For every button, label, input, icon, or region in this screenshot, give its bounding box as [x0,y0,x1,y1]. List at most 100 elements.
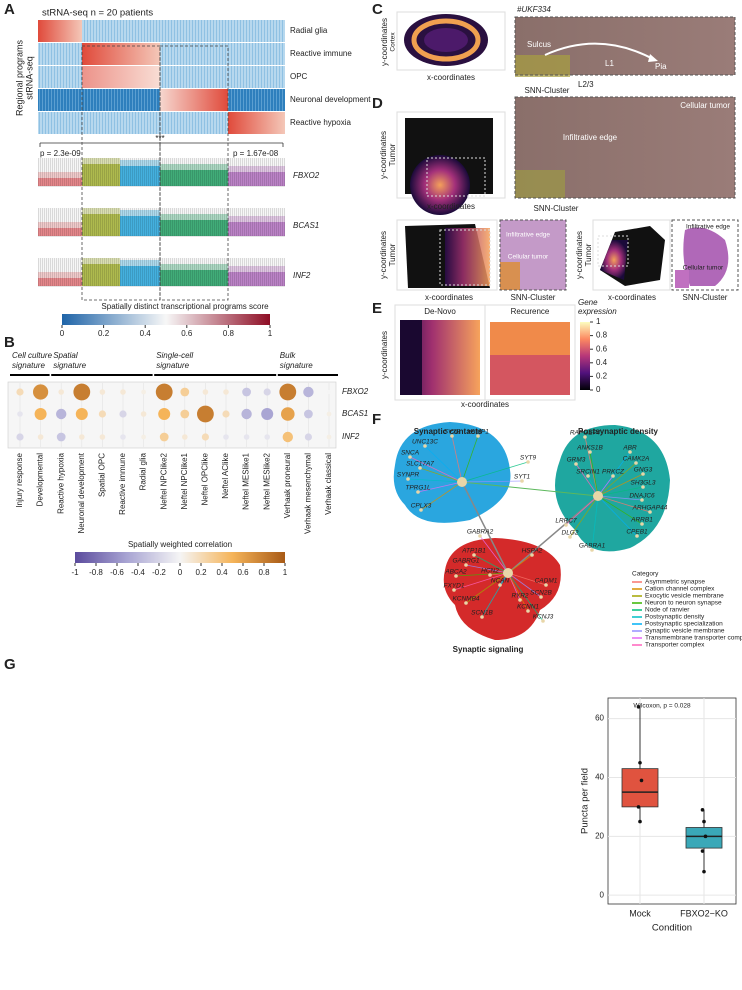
row-label: BCAS1 [342,409,368,418]
heat-cell [160,66,228,88]
y-tick-label: 60 [595,714,604,723]
node [408,455,412,459]
x-label: SNN-Cluster [534,204,579,213]
colorbar-tick-label: 0.2 [195,568,207,577]
heatmap: Radial glia Reactive immune OPC Neuronal de… [38,20,371,134]
hub [457,477,467,487]
dot [120,389,126,395]
gene-label: CADM1 [535,578,558,585]
node [530,553,534,557]
annotation: Infiltrative edge [686,224,730,231]
dot [180,409,190,419]
heat-cell [160,89,228,111]
node [634,461,638,465]
colorbar-tick-label: -0.6 [110,568,124,577]
colorbar-tick-label: -0.4 [131,568,145,577]
group-label: signature [156,361,189,370]
colorbar-tick-label: 0.8 [258,568,270,577]
dot [16,388,24,396]
colorbar-tick-label: 0.4 [596,358,608,367]
gene-label: DLG2 [562,530,579,537]
point [700,849,705,853]
dot [303,386,314,398]
row-label: Radial glia [290,26,328,35]
edge [507,572,547,586]
dot [197,405,214,423]
edge [419,467,463,483]
box-plot: 0 20 40 60 Mock FBXO2−KO Wilcoxon, p = 0.028 Co… [580,697,737,934]
dot [141,389,147,395]
colorbar-title: Gene [578,298,598,307]
node [583,435,587,439]
y-tick-label: 20 [595,831,604,840]
heat-cell [82,89,160,111]
dot [182,434,188,440]
legend-label: Exocytic vesicle membrane [645,593,724,600]
edge [451,435,463,483]
heat-cell [228,112,285,134]
node [574,462,578,466]
heat-cell [82,112,160,134]
legend-label: Cation channel complex [645,586,715,593]
gene-label: KCNN1 [517,604,539,611]
dot [241,408,252,420]
x-tick-label: Verhaak proneural [283,453,292,519]
panel-label: E [372,300,382,317]
dot [243,434,250,440]
legend-label: Transporter complex [645,642,705,649]
network: SV2B VAMP1 UNC13C SNCA SLC17A7 SYNPR TPRG1L CPL… [397,429,668,623]
gene-label: RYR2 [511,593,528,600]
edge [507,572,542,598]
dot [56,432,66,442]
node [640,498,644,502]
colorbar-title: Spatially distinct transcriptional progr… [101,302,269,311]
gene-label: ANKS1B [576,445,603,452]
y-label: y-coordinates [379,131,388,179]
node [641,472,645,476]
node [419,508,423,512]
legend-label: Synaptic vesicle membrane [645,628,725,635]
x-tick-label: Neftel OPClike [201,452,210,505]
annotation: Pia [655,62,667,71]
row-label: Reactive immune [290,49,352,58]
gene-label: ABCA2 [444,569,467,576]
dot [99,389,106,395]
gene-label: TPRG1L [405,485,431,492]
edge [461,435,479,483]
annotation: Cellular tumor [508,254,549,261]
heat-cell [38,89,82,111]
annotation: L2/3 [578,80,594,89]
gene-label: FBXO2 [293,171,320,180]
y-label: y-coordinates [575,231,584,279]
point [702,869,706,874]
edge [597,473,644,497]
colorbar [75,552,285,563]
x-tick-label: Spatial OPC [98,453,107,497]
panel-title: stRNA-seq n = 20 patients [42,8,153,19]
heat-cell [228,89,285,111]
dot [202,389,209,395]
heat-cell [82,66,160,88]
x-tick-label: Reactive hypoxia [56,452,65,513]
edge [461,481,599,497]
legend-title: Category [632,571,659,578]
dot [242,387,252,397]
colorbar-tick-label: 1 [596,317,601,326]
hub [503,568,513,578]
colorbar-tick-label: 0.6 [237,568,249,577]
annotation: Infiltrative edge [506,232,550,239]
node [450,434,454,438]
x-tick-label: Mock [629,908,651,918]
gene-label: SYT1 [514,474,531,481]
y-label: y-coordinates [379,231,388,279]
x-label: x-coordinates [608,293,656,302]
heat-cell [82,20,160,42]
colorbar-tick-label: 0 [596,385,601,394]
dot [119,410,127,418]
edge [575,463,599,497]
node [541,619,545,623]
annotation: Wilcoxon, p = 0.028 [633,703,691,710]
gene-label: HCN2 [481,568,499,575]
dot [37,434,44,440]
